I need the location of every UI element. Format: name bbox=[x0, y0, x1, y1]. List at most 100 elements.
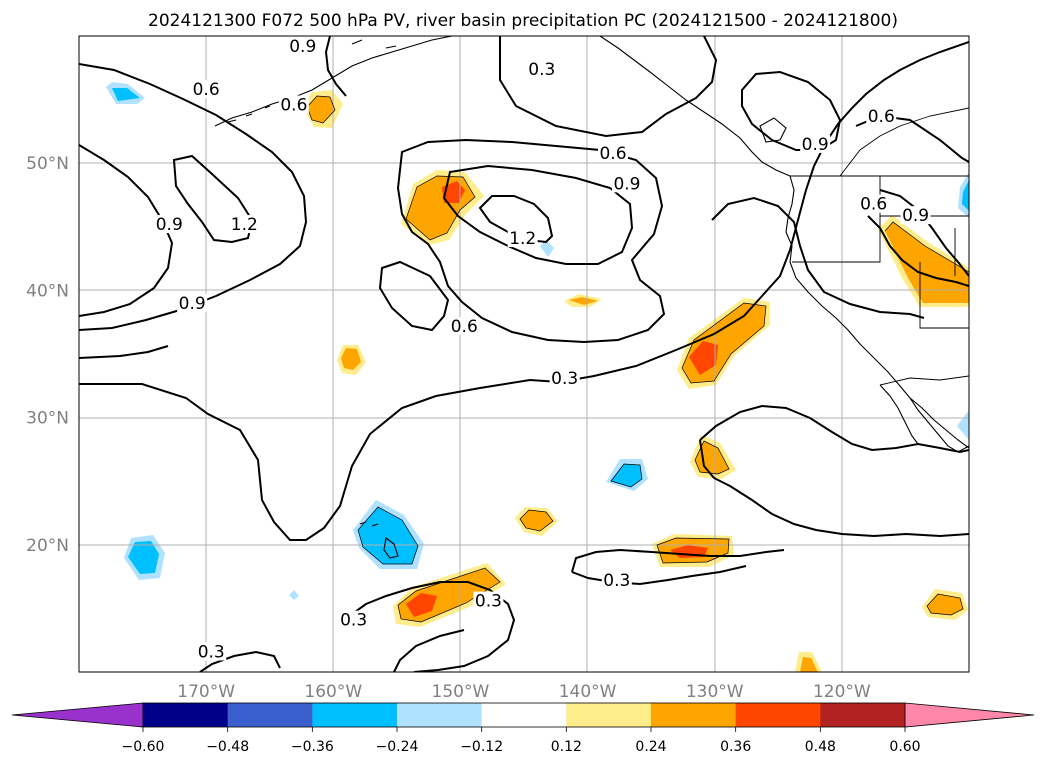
outline-alaska bbox=[306, 95, 336, 124]
outline-27n bbox=[694, 440, 730, 475]
contour-label: 0.9 bbox=[613, 174, 640, 194]
contour-label-bg bbox=[611, 174, 642, 193]
colorbar-tick-label: −0.36 bbox=[291, 739, 334, 755]
contour-label-bg bbox=[154, 215, 185, 234]
shade-negative-edge30 bbox=[957, 410, 969, 440]
shade-positive-bottom-core bbox=[800, 657, 818, 672]
contour-label-bg bbox=[598, 143, 628, 162]
colorbar-segment bbox=[651, 703, 737, 727]
lon-label: 160°W bbox=[304, 682, 362, 702]
colorbar-segment bbox=[566, 703, 652, 727]
pv-contour-06-central bbox=[396, 138, 666, 344]
contour-label: 1.2 bbox=[509, 229, 536, 249]
contour-label: 0.3 bbox=[198, 642, 225, 662]
outline-hawaii bbox=[357, 506, 419, 565]
contour-label-bg bbox=[229, 215, 260, 234]
contour-label-bg bbox=[526, 59, 557, 78]
colorbar-segment bbox=[820, 703, 906, 727]
shade-positive-22n-core bbox=[520, 510, 553, 531]
pv-contour-12-northwest bbox=[172, 154, 254, 244]
pv-contour-09-northwest bbox=[79, 144, 174, 317]
colorbar-extend-high bbox=[904, 702, 1035, 728]
shade-positive-npac-max bbox=[442, 181, 465, 203]
contour-label: 0.3 bbox=[475, 592, 502, 612]
coastline-na-west bbox=[785, 175, 969, 453]
contour-label: 0.9 bbox=[902, 206, 929, 226]
outline-130w bbox=[681, 302, 767, 384]
contour-label-bg bbox=[177, 293, 208, 312]
colorbar-tick-label: 0.60 bbox=[889, 739, 920, 755]
contour-label-bg bbox=[858, 194, 889, 213]
pv-contour-12-central bbox=[478, 195, 554, 244]
contour-label: 0.3 bbox=[528, 60, 555, 80]
contour-label: 0.6 bbox=[599, 144, 626, 164]
colorbar-tick-label: 0.48 bbox=[805, 739, 836, 755]
contour-label: 0.3 bbox=[340, 611, 367, 631]
contour-label: 0.3 bbox=[551, 369, 578, 389]
lon-label: 120°W bbox=[813, 682, 871, 702]
outline-15n bbox=[926, 593, 964, 616]
colorbar-tick-label: 0.12 bbox=[551, 739, 582, 755]
contour-label-bg bbox=[338, 610, 369, 629]
colorbar-tick-label: 0.36 bbox=[720, 739, 751, 755]
lat-label: 20°N bbox=[26, 536, 69, 556]
colorbar-segment bbox=[397, 703, 483, 727]
shade-positive-130w-max bbox=[689, 341, 718, 375]
coastline-alaska-panhandle bbox=[599, 36, 791, 177]
colorbar-segment bbox=[481, 703, 567, 727]
pv-contour-09-canada bbox=[741, 70, 842, 151]
outline-25n bbox=[610, 463, 643, 488]
shade-positive-streak-core bbox=[569, 297, 598, 305]
shade-negative-25n-core bbox=[611, 464, 642, 487]
colorbar-segment bbox=[227, 703, 313, 727]
pv-contour-03-lower-loop bbox=[79, 345, 169, 359]
colorbar-segment bbox=[735, 703, 821, 727]
map-frame bbox=[78, 35, 970, 673]
outline-npac bbox=[405, 175, 476, 241]
pv-contour-03-19n bbox=[571, 548, 785, 573]
coastline-baja bbox=[879, 384, 919, 445]
lat-label: 50°N bbox=[26, 154, 69, 174]
contour-label: 0.9 bbox=[156, 215, 183, 235]
shade-positive-35n-core bbox=[341, 348, 361, 370]
shade-positive-uswest-core bbox=[885, 222, 969, 303]
contour-label: 0.9 bbox=[179, 294, 206, 314]
coastline-mexico bbox=[909, 397, 969, 449]
pv-contour-06-east bbox=[867, 215, 969, 287]
pv-contour-03-alaska bbox=[499, 36, 718, 138]
shade-negative-hawaii-core bbox=[358, 507, 418, 564]
lon-label: 140°W bbox=[559, 682, 617, 702]
contour-label-bg bbox=[900, 206, 931, 225]
coastline-hawaii bbox=[359, 521, 399, 559]
contour-label: 1.2 bbox=[231, 215, 258, 235]
shading-outlines bbox=[306, 95, 969, 623]
outline-22n bbox=[519, 509, 554, 532]
colorbar-frame bbox=[142, 702, 906, 728]
outline-19n-b bbox=[656, 537, 730, 564]
border-us-mexico bbox=[879, 375, 969, 386]
colorbar-segment bbox=[143, 703, 229, 727]
contour-label: 0.6 bbox=[280, 96, 307, 116]
shade-positive-15n-core bbox=[927, 594, 963, 615]
shade-positive-16n-max bbox=[406, 593, 437, 617]
contour-label-bg bbox=[196, 642, 227, 661]
lat-label: 30°N bbox=[26, 409, 69, 429]
contour-label: 0.9 bbox=[289, 37, 316, 57]
contour-label: 0.9 bbox=[802, 135, 829, 155]
colorbar-tick-label: −0.24 bbox=[376, 739, 419, 755]
contour-label-bg bbox=[800, 134, 831, 153]
contour-label: 0.6 bbox=[451, 317, 478, 337]
pv-contour-03-mexico-low bbox=[699, 439, 969, 538]
contour-label: 0.3 bbox=[603, 571, 630, 591]
coastline-alaska-islands bbox=[227, 39, 397, 123]
map-area: 0.9 0.3 0.6 0.6 0.6 0.9 0.6 0.9 0.6 0.9 0.9 1.2 1.2 0… bbox=[79, 36, 969, 672]
contour-label-bg bbox=[549, 368, 580, 387]
pv-contour-03-mexico bbox=[699, 404, 969, 454]
contour-label: 0.6 bbox=[193, 80, 220, 100]
pv-contour-06-northwest bbox=[79, 63, 308, 331]
colorbar-tick-label: 0.24 bbox=[635, 739, 666, 755]
lon-label: 130°W bbox=[686, 682, 744, 702]
colorbar-tick-label: −0.48 bbox=[206, 739, 249, 755]
lat-label: 40°N bbox=[26, 281, 69, 301]
